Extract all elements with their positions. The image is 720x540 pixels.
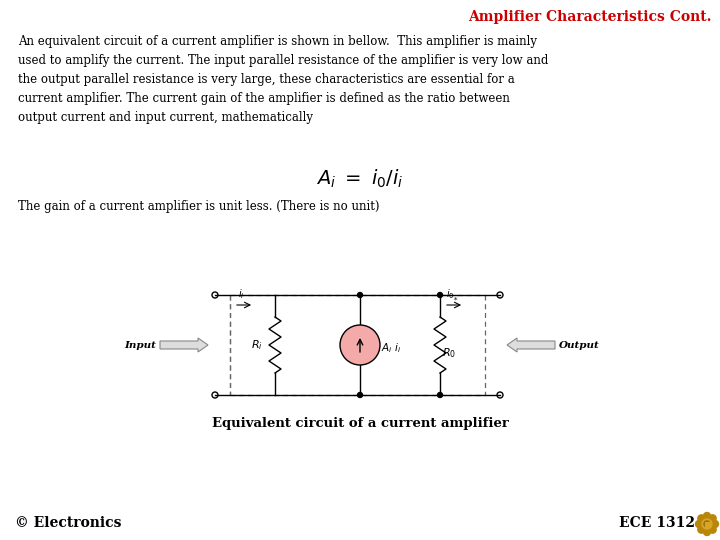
Text: *: * [454, 297, 457, 305]
Text: © Electronics: © Electronics [15, 516, 122, 530]
Text: $i_0$: $i_0$ [446, 287, 454, 301]
Circle shape [709, 526, 716, 533]
Text: $A_i\ =\ i_0/i_i$: $A_i\ =\ i_0/i_i$ [316, 168, 404, 190]
Text: Equivalent circuit of a current amplifier: Equivalent circuit of a current amplifie… [212, 417, 508, 430]
FancyArrow shape [507, 338, 555, 352]
Text: $R_0$: $R_0$ [442, 346, 456, 360]
Circle shape [358, 393, 362, 397]
FancyArrow shape [160, 338, 208, 352]
Text: ECE 1312: ECE 1312 [619, 516, 695, 530]
Circle shape [703, 529, 711, 536]
Circle shape [702, 519, 712, 529]
Circle shape [703, 512, 711, 519]
Circle shape [340, 325, 380, 365]
Circle shape [704, 521, 710, 527]
Circle shape [711, 521, 719, 528]
Circle shape [709, 515, 716, 522]
Text: The gain of a current amplifier is unit less. (There is no unit): The gain of a current amplifier is unit … [18, 200, 379, 213]
Text: $R_i$: $R_i$ [251, 338, 263, 352]
Circle shape [438, 293, 443, 298]
Text: Input: Input [124, 341, 156, 349]
Text: $A_i\ i_i$: $A_i\ i_i$ [381, 341, 401, 355]
Text: Amplifier Characteristics Cont.: Amplifier Characteristics Cont. [469, 10, 712, 24]
Circle shape [696, 521, 703, 528]
Circle shape [698, 515, 705, 522]
Circle shape [438, 393, 443, 397]
Text: An equivalent circuit of a current amplifier is shown in bellow.  This amplifier: An equivalent circuit of a current ampli… [18, 35, 549, 124]
Bar [704, 522, 709, 526]
Circle shape [358, 293, 362, 298]
Text: $i_i$: $i_i$ [238, 287, 245, 301]
Text: Output: Output [559, 341, 600, 349]
Circle shape [698, 526, 705, 533]
